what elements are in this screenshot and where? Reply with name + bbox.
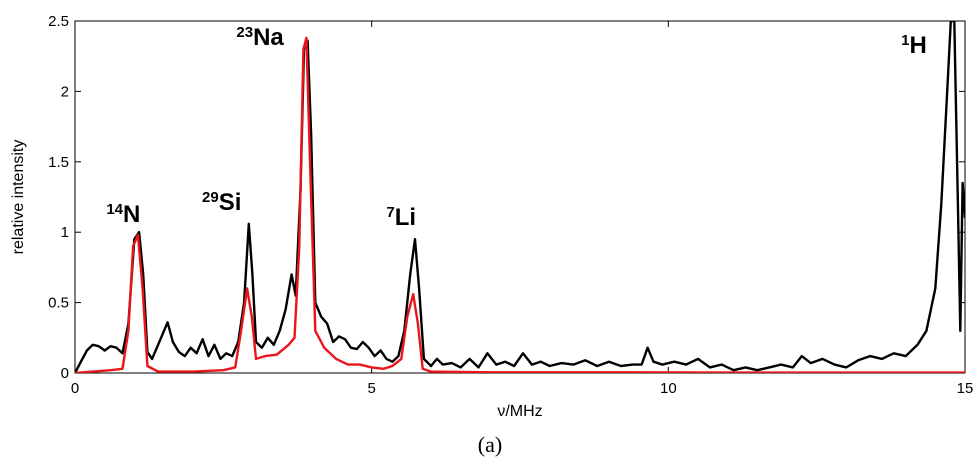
y-tick-label: 1.5	[48, 154, 69, 171]
series-layer	[75, 21, 965, 373]
peak-label-n: 14N	[106, 201, 140, 228]
peak-label-mass-number: 14	[106, 201, 123, 218]
axis-ticks: 0 5 10 15 0 0.5 1 1.5 2 2.5	[48, 13, 973, 397]
series-line-red	[75, 36, 965, 373]
x-tick-label: 15	[957, 380, 974, 397]
peak-label-mass-number: 1	[901, 32, 909, 49]
peak-label-li: 7Li	[386, 204, 416, 231]
peak-label-element: H	[909, 32, 926, 59]
y-tick-label: 0.5	[48, 295, 69, 312]
peak-label-element: N	[123, 201, 140, 228]
peak-label-element: Si	[219, 189, 242, 216]
peak-label-h: 1H	[901, 32, 927, 59]
panel-label: (a)	[478, 432, 502, 457]
y-tick-label: 2.5	[48, 13, 69, 30]
y-tick-label: 0	[61, 365, 69, 382]
peak-label-na: 23Na	[236, 24, 284, 51]
y-tick-label: 1	[61, 224, 69, 241]
peak-label-element: Na	[253, 24, 284, 51]
peak-label-mass-number: 7	[386, 204, 394, 221]
x-tick-label: 10	[660, 380, 677, 397]
series-line-black	[75, 21, 965, 373]
peak-label-element: Li	[395, 204, 416, 231]
y-tick-label: 2	[61, 83, 69, 100]
peak-label-mass-number: 23	[236, 24, 253, 41]
x-tick-label: 0	[71, 380, 79, 397]
x-axis-label: ν/MHz	[497, 403, 542, 420]
plot-area	[74, 20, 966, 374]
peak-label-mass-number: 29	[202, 189, 219, 206]
y-axis-label: relative intensity	[10, 140, 27, 255]
peak-label-si: 29Si	[202, 189, 241, 216]
x-tick-label: 5	[367, 380, 375, 397]
peak-labels: 14N 29Si 23Na 7Li 1H	[106, 24, 926, 231]
